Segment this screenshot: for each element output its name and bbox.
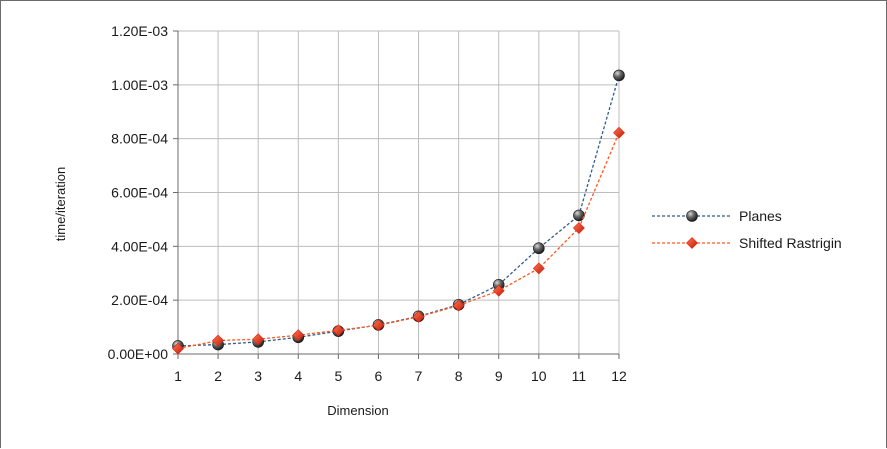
legend: Planes Shifted Rastrigin (652, 208, 842, 251)
x-tick-label: 8 (455, 368, 463, 384)
series-1 (172, 69, 625, 352)
data-point (613, 126, 625, 139)
data-point (613, 69, 625, 82)
y-axis-title: time/iteration (53, 167, 68, 241)
x-tick-label: 1 (174, 368, 182, 384)
data-point (492, 284, 505, 297)
data-point (212, 334, 225, 347)
y-tick-label: 4.00E-04 (111, 238, 168, 254)
gridlines (177, 30, 620, 355)
x-tick-labels: 1 2 3 4 5 6 7 8 9 10 11 12 (174, 368, 627, 384)
data-point (292, 329, 305, 342)
data-point (252, 333, 265, 346)
data-point (573, 209, 585, 222)
data-point (532, 262, 545, 275)
series-2 (172, 126, 625, 355)
data-point (452, 299, 465, 312)
x-tick-label: 6 (375, 368, 383, 384)
legend-entry: Shifted Rastrigin (652, 235, 842, 251)
y-tick-labels: 0.00E+00 2.00E-04 4.00E-04 6.00E-04 8.00E-04… (108, 23, 169, 362)
legend-label: Planes (739, 208, 782, 224)
x-tick-label: 7 (415, 368, 423, 384)
y-tick-label: 1.00E-03 (111, 77, 168, 93)
data-point (332, 324, 345, 337)
y-tick-label: 8.00E-04 (111, 131, 168, 147)
series-line (177, 132, 620, 350)
data-point (572, 222, 585, 234)
x-tick-label: 3 (254, 368, 262, 384)
legend-marker (686, 237, 698, 249)
legend-entry: Planes (652, 208, 782, 224)
y-tick-label: 0.00E+00 (108, 346, 169, 362)
x-axis-title: Dimension (327, 403, 388, 418)
data-point (172, 342, 184, 355)
x-tick-label: 2 (214, 368, 222, 384)
series-line (177, 75, 620, 347)
axes (173, 30, 620, 359)
data-point (372, 319, 385, 332)
x-tick-label: 11 (572, 368, 587, 384)
y-tick-label: 1.20E-03 (111, 23, 168, 39)
x-tick-label: 5 (334, 368, 342, 384)
x-tick-label: 4 (294, 368, 302, 384)
x-tick-label: 9 (495, 368, 503, 384)
legend-marker (686, 210, 698, 222)
x-tick-label: 12 (611, 368, 627, 384)
y-tick-label: 6.00E-04 (111, 185, 168, 201)
x-tick-label: 10 (531, 368, 547, 384)
data-point (533, 242, 545, 255)
y-tick-label: 2.00E-04 (111, 292, 168, 308)
data-point (412, 310, 425, 323)
series (172, 69, 625, 355)
legend-label: Shifted Rastrigin (739, 235, 842, 251)
